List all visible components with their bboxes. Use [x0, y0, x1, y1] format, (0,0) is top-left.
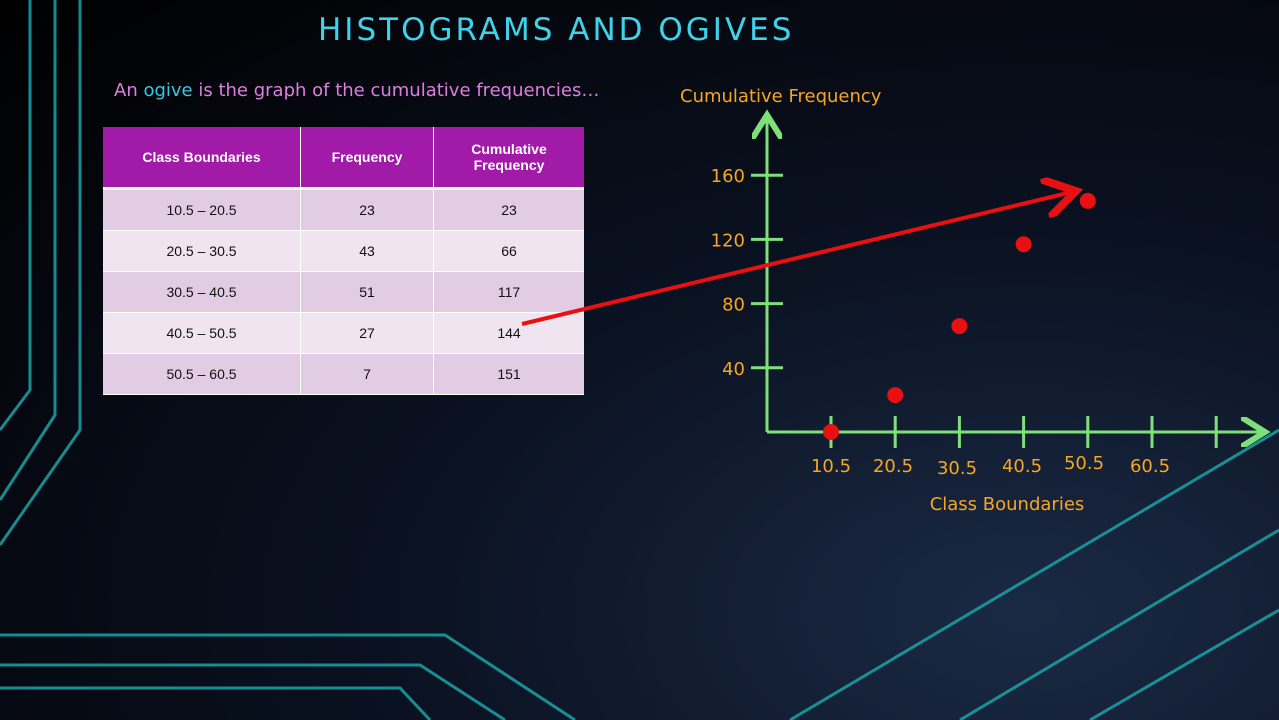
header-class-boundaries: Class Boundaries [103, 127, 301, 190]
subtitle: An ogive is the graph of the cumulative … [114, 80, 599, 101]
cell-class: 30.5 – 40.5 [103, 271, 301, 313]
cell-cumulative: 23 [433, 188, 584, 231]
data-point [1015, 236, 1032, 253]
data-point [951, 318, 968, 335]
data-point [1079, 192, 1096, 209]
header-frequency: Frequency [300, 127, 434, 190]
cell-class: 40.5 – 50.5 [103, 312, 301, 354]
table-row: 20.5 – 30.5 43 66 [103, 230, 584, 272]
table-row: 40.5 – 50.5 27 144 [103, 312, 584, 354]
subtitle-highlight: ogive [143, 80, 193, 101]
frequency-table: Class Boundaries Frequency Cumulative Fr… [103, 127, 584, 395]
cell-cumulative: 151 [433, 353, 584, 395]
subtitle-suffix: is the graph of the cumulative frequenci… [192, 80, 600, 101]
slide-title: HISTOGRAMS AND OGIVES [318, 12, 795, 48]
x-tick-label: 30.5 [937, 458, 977, 479]
x-tick-label: 40.5 [1002, 456, 1042, 477]
y-tick-label: 40 [722, 359, 745, 380]
table-header-row: Class Boundaries Frequency Cumulative Fr… [103, 127, 584, 190]
cell-cumulative: 117 [433, 271, 584, 313]
data-point [823, 424, 839, 440]
cell-cumulative: 144 [433, 312, 584, 354]
cell-class: 10.5 – 20.5 [103, 188, 301, 231]
cell-class: 20.5 – 30.5 [103, 230, 301, 272]
table-row: 30.5 – 40.5 51 117 [103, 271, 584, 313]
table-row: 50.5 – 60.5 7 151 [103, 353, 584, 395]
data-point [887, 387, 904, 404]
x-tick-label: 60.5 [1130, 456, 1170, 477]
x-tick-label: 20.5 [873, 456, 913, 477]
cell-frequency: 7 [300, 353, 434, 395]
x-tick-label: 50.5 [1064, 453, 1104, 474]
subtitle-prefix: An [114, 80, 144, 101]
x-tick-label: 10.5 [811, 456, 851, 477]
table-row: 10.5 – 20.5 23 23 [103, 188, 584, 231]
header-cumulative-frequency: Cumulative Frequency [433, 127, 584, 190]
cell-frequency: 23 [300, 188, 434, 231]
annotation-arrow [521, 192, 1072, 326]
y-axis-label: Cumulative Frequency [680, 86, 882, 107]
x-axis-label: Class Boundaries [930, 494, 1085, 515]
cell-frequency: 27 [300, 312, 434, 354]
y-tick-label: 120 [711, 230, 745, 251]
y-tick-label: 80 [722, 295, 745, 316]
cell-cumulative: 66 [433, 230, 584, 272]
cell-class: 50.5 – 60.5 [103, 353, 301, 395]
cell-frequency: 43 [300, 230, 434, 272]
cell-frequency: 51 [300, 271, 434, 313]
y-tick-label: 160 [711, 166, 745, 187]
